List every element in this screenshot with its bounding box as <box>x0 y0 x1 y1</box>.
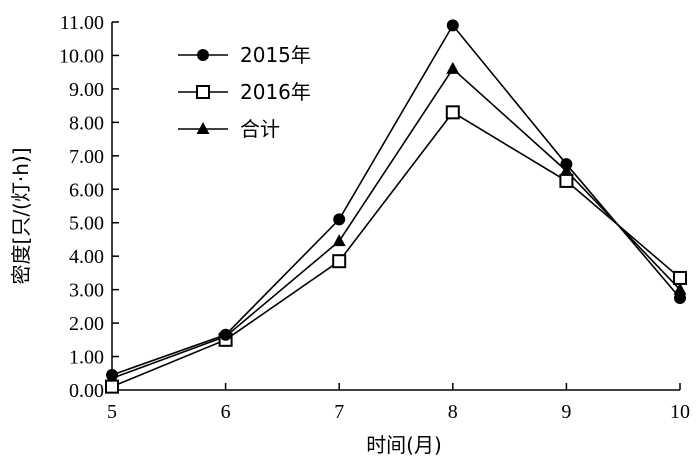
data-point-series-0 <box>560 158 573 171</box>
data-point-series-0 <box>219 328 232 341</box>
x-tick-label: 10 <box>670 401 690 423</box>
data-point-series-2 <box>332 234 346 247</box>
legend-label-0: 2015年 <box>240 43 311 67</box>
series-line-0 <box>111 23 681 376</box>
data-point-series-2 <box>673 282 687 295</box>
y-tick-label: 11.00 <box>60 12 104 34</box>
x-tick-label: 9 <box>561 401 571 423</box>
legend-label-1: 2016年 <box>240 80 311 104</box>
y-tick-label: 6.00 <box>69 179 104 201</box>
x-tick-label: 5 <box>107 401 117 423</box>
x-tick-label: 6 <box>221 401 231 423</box>
y-tick-label: 1.00 <box>69 347 104 369</box>
data-point-series-2 <box>446 61 460 74</box>
data-point-series-0 <box>446 19 459 32</box>
legend-marker-1 <box>196 85 210 99</box>
data-point-series-0 <box>106 368 118 381</box>
y-tick-label: 8.00 <box>69 112 104 134</box>
y-tick-label: 7.00 <box>69 146 104 168</box>
y-tick-label: 3.00 <box>69 280 104 302</box>
x-tick-label: 8 <box>448 401 458 423</box>
y-tick-label: 9.00 <box>69 79 104 101</box>
data-point-series-1 <box>673 270 687 285</box>
legend-marker-2 <box>196 122 210 134</box>
y-tick-label: 10.00 <box>59 45 104 67</box>
y-tick-label: 4.00 <box>69 246 104 268</box>
x-tick-label: 7 <box>334 401 344 423</box>
y-tick-label: 2.00 <box>69 313 104 335</box>
data-point-series-1 <box>559 173 574 188</box>
data-point-series-1 <box>445 105 460 120</box>
data-point-series-1 <box>332 254 347 269</box>
series-line-2 <box>111 67 681 380</box>
legend-label-2: 合计 <box>240 117 280 141</box>
y-tick-label: 0.00 <box>69 380 104 402</box>
y-tick-label: 5.00 <box>69 213 104 235</box>
data-point-series-0 <box>674 292 686 304</box>
y-axis-label: 密度[只/(灯·h)] <box>9 148 33 285</box>
x-axis-label: 时间(月) <box>366 433 442 457</box>
series-line-1 <box>111 111 681 388</box>
legend-marker-0 <box>197 49 209 61</box>
data-point-series-0 <box>333 213 346 226</box>
data-point-series-1 <box>105 379 119 394</box>
